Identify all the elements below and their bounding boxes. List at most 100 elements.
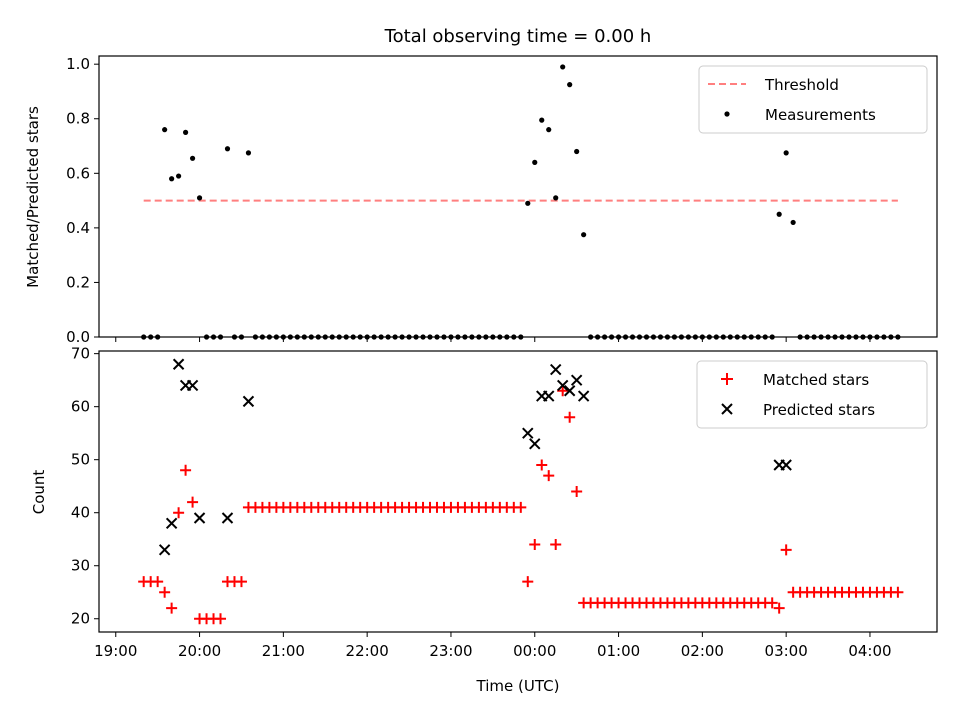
matched-point-2: [152, 576, 164, 588]
predicted-point-8: [522, 427, 534, 439]
predicted-point-2: [172, 358, 185, 370]
matched-point-14: [235, 576, 247, 588]
legend-measurements-label: Measurements: [765, 106, 876, 124]
bottom-x-axis: 19:00 20:00 21:00 22:00 23:00 00:00 01:00 02:00…: [94, 632, 892, 660]
predicted-point-5: [193, 512, 206, 524]
matched-point-7: [187, 496, 199, 508]
measurement-point-58: [546, 127, 552, 133]
legend-matched-swatch: [721, 373, 733, 385]
bottom-y-tick-label-3: 50: [71, 451, 90, 469]
measurement-point-63: [581, 232, 587, 238]
predicted-point-0: [158, 544, 171, 556]
legend-measurements-swatch: [724, 111, 730, 117]
predicted-point-6: [221, 512, 234, 524]
x-tick-label-1: 20:00: [178, 642, 221, 660]
matched-point-57: [536, 459, 548, 471]
bottom-y-axis: 20 30 40 50 60 70: [71, 345, 99, 628]
measurement-point-6: [182, 129, 189, 135]
matched-point-6: [180, 464, 192, 476]
matched-point-90: [766, 597, 778, 609]
measurement-point-60: [560, 64, 566, 70]
matched-point-56: [529, 539, 541, 551]
bottom-legend: Matched stars Predicted stars: [696, 360, 928, 429]
measurement-point-93: [790, 219, 796, 226]
predicted-point-15: [570, 374, 583, 386]
top-y-tick-label-4: 0.8: [66, 110, 90, 128]
predicted-point-4: [186, 379, 199, 392]
measurement-point-92: [783, 150, 789, 156]
measurement-point-55: [525, 200, 531, 206]
matched-point-58: [543, 470, 555, 482]
top-y-axis: 0.0 0.2 0.4 0.6 0.8 1.0: [66, 55, 99, 346]
legend-predicted-swatch: [721, 403, 733, 415]
bottom-panel: 20 30 40 50 60 70 19:00 20:00 21:00 22:00 23:00 00…: [30, 345, 938, 695]
measurement-point-5: [176, 173, 182, 179]
measurement-point-12: [224, 146, 231, 152]
top-axes-frame: [98, 55, 938, 338]
predicted-point-11: [543, 390, 555, 402]
measurement-point-61: [567, 82, 573, 88]
bottom-marks: [138, 358, 904, 625]
x-tick-label-6: 01:00: [597, 642, 640, 660]
bottom-y-axis-label: Count: [30, 470, 48, 515]
matched-point-59: [550, 539, 562, 551]
top-legend: Threshold Measurements: [698, 65, 928, 134]
x-axis-label: Time (UTC): [476, 677, 560, 695]
matched-point-5: [173, 507, 185, 519]
matched-point-92: [780, 544, 792, 556]
predicted-point-7: [242, 395, 255, 408]
x-tick-label-3: 22:00: [346, 642, 389, 660]
measurement-point-4: [169, 176, 175, 182]
matched-point-4: [166, 602, 178, 614]
top-y-tick-label-1: 0.2: [66, 273, 90, 291]
matched-point-61: [564, 411, 576, 423]
top-panel: 0.0 0.2 0.4 0.6 0.8 1.0 Matched/Predicted sta…: [24, 55, 938, 346]
predicted-point-16: [577, 390, 590, 402]
x-tick-label-4: 23:00: [429, 642, 472, 660]
measurement-point-15: [245, 150, 252, 156]
legend-threshold-label: Threshold: [764, 76, 839, 94]
x-tick-label-9: 04:00: [848, 642, 891, 660]
predicted-point-1: [165, 517, 178, 530]
x-tick-label-8: 03:00: [765, 642, 808, 660]
measurement-point-3: [162, 127, 168, 133]
top-y-tick-label-0: 0.0: [66, 328, 90, 346]
predicted-point-18: [780, 459, 792, 471]
measurement-point-57: [539, 117, 545, 123]
matched-point-54: [515, 501, 527, 513]
top-y-tick-label-3: 0.6: [66, 164, 90, 182]
measurement-point-59: [553, 195, 559, 201]
predicted-point-12: [550, 363, 562, 376]
measurement-point-91: [776, 211, 782, 217]
matched-point-91: [773, 602, 785, 614]
top-y-axis-label: Matched/Predicted stars: [24, 106, 42, 288]
top-legend-box: [698, 65, 928, 134]
measurement-point-7: [189, 155, 196, 161]
top-x-ticks: [115, 337, 871, 342]
x-tick-label-5: 00:00: [513, 642, 556, 660]
top-y-tick-label-2: 0.4: [66, 219, 90, 237]
chart-title: Total observing time = 0.00 h: [384, 26, 652, 47]
measurement-point-62: [574, 148, 580, 155]
x-tick-label-2: 21:00: [262, 642, 305, 660]
matched-point-3: [159, 586, 171, 598]
matched-point-62: [571, 486, 583, 497]
legend-matched-label: Matched stars: [763, 371, 869, 389]
matched-point-60: [557, 385, 569, 397]
top-y-tick-label-5: 1.0: [66, 55, 90, 73]
x-tick-label-0: 19:00: [94, 642, 137, 660]
predicted-point-14: [563, 385, 576, 397]
legend-predicted-label: Predicted stars: [763, 401, 875, 419]
bottom-y-tick-label-0: 20: [71, 610, 90, 628]
bottom-y-tick-label-2: 40: [71, 504, 90, 522]
bottom-legend-box: [696, 360, 928, 429]
bottom-y-tick-label-1: 30: [71, 557, 90, 575]
bottom-axes-frame: [98, 350, 938, 633]
predicted-point-13: [556, 379, 569, 392]
x-tick-label-7: 02:00: [681, 642, 724, 660]
bottom-y-tick-label-5: 70: [71, 345, 90, 363]
predicted-point-9: [529, 438, 541, 450]
matched-point-108: [892, 586, 904, 598]
measurement-point-56: [532, 159, 538, 165]
